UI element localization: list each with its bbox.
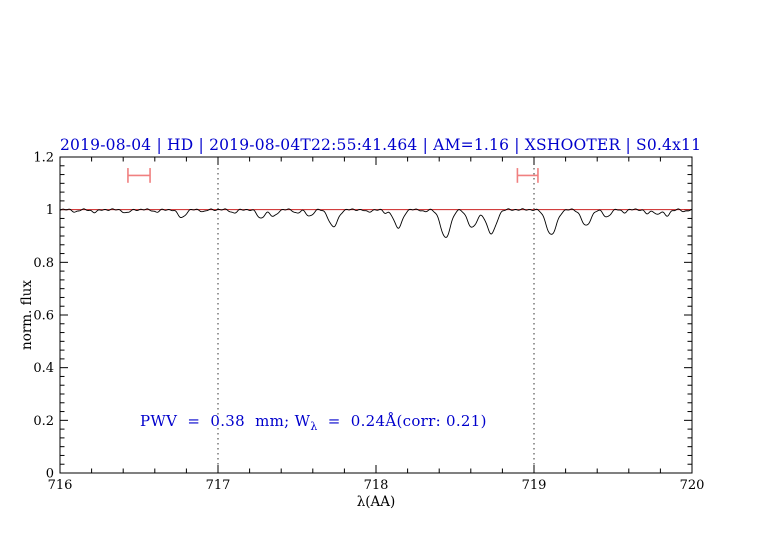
x-tick-label: 716 (48, 478, 73, 493)
x-axis-label: λ(AA) (356, 494, 396, 510)
y-tick-label: 1 (46, 203, 54, 218)
annotation-text-prefix: PWV = 0.38 mm; W (140, 412, 311, 430)
spectrum-line (59, 208, 693, 238)
pwv-annotation: PWV = 0.38 mm; Wλ = 0.24Å(corr: 0.21) (140, 412, 487, 433)
x-tick-label: 718 (364, 478, 389, 493)
y-tick-label: 0 (46, 467, 54, 482)
y-tick-label: 0.2 (33, 414, 54, 429)
x-tick-label: 719 (522, 478, 547, 493)
y-tick-label: 1.2 (33, 151, 54, 166)
y-axis-label: norm. flux (19, 280, 35, 350)
y-tick-label: 0.8 (33, 256, 54, 271)
x-tick-label: 717 (206, 478, 231, 493)
x-tick-label: 720 (680, 478, 705, 493)
errorbar-marker (516, 168, 539, 183)
annotation-text-suffix: = 0.24Å(corr: 0.21) (317, 412, 487, 430)
plot-title: 2019-08-04 | HD | 2019-08-04T22:55:41.46… (60, 136, 702, 154)
y-tick-label: 0.6 (33, 309, 54, 324)
annotation-sub-lambda: λ (310, 420, 318, 433)
y-tick-label: 0.4 (33, 361, 54, 376)
errorbar-marker (127, 168, 151, 183)
